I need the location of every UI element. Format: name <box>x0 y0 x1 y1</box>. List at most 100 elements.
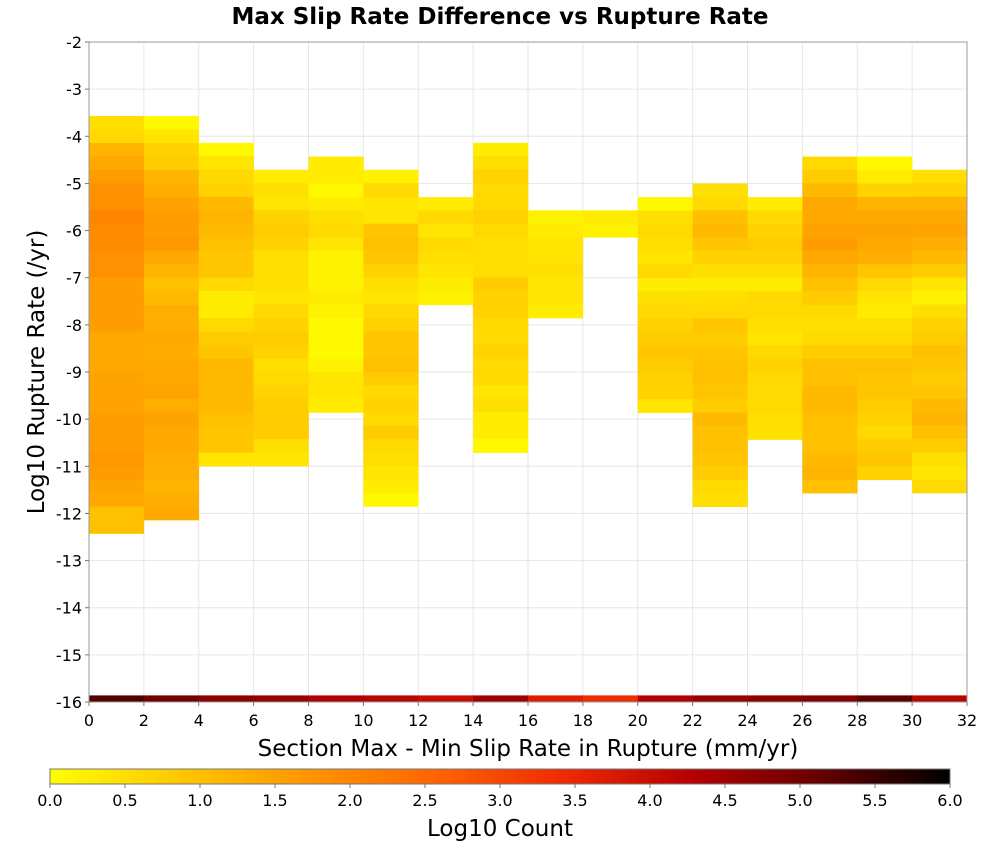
heatmap-cell <box>693 305 748 319</box>
heatmap-cell <box>144 116 199 130</box>
heatmap-cell <box>254 453 309 467</box>
x-tick-label: 26 <box>792 711 812 730</box>
colorbar <box>50 769 950 784</box>
heatmap-cell <box>89 332 144 346</box>
y-tick-label: -10 <box>56 410 82 429</box>
x-tick-label: 24 <box>737 711 757 730</box>
heatmap-cell <box>199 251 254 265</box>
heatmap-cell <box>802 695 857 702</box>
heatmap-cell <box>254 331 309 345</box>
y-tick-label: -7 <box>66 269 82 288</box>
heatmap-cell <box>528 278 583 292</box>
heatmap-cell <box>528 695 583 702</box>
heatmap-cell <box>254 224 309 238</box>
heatmap-cell <box>418 278 473 292</box>
heatmap-cell <box>144 399 199 413</box>
heatmap-cell <box>418 264 473 278</box>
heatmap-cell <box>638 278 693 292</box>
heatmap-cell <box>693 197 748 211</box>
colorbar-tick-label: 6.0 <box>937 791 962 810</box>
heatmap-cell <box>418 224 473 238</box>
heatmap-cell <box>309 224 364 238</box>
heatmap-cell <box>912 399 967 413</box>
y-tick-label: -12 <box>56 504 82 523</box>
heatmap-cell <box>254 251 309 265</box>
heatmap-cell <box>363 493 418 507</box>
heatmap-cell <box>473 305 528 319</box>
heatmap-cell <box>254 210 309 224</box>
x-tick-label: 2 <box>139 711 149 730</box>
heatmap-cell <box>473 695 528 702</box>
heatmap-cell <box>857 439 912 453</box>
heatmap-cell <box>254 183 309 197</box>
heatmap-cell <box>748 399 803 413</box>
heatmap-cell <box>912 372 967 386</box>
x-tick-label: 18 <box>573 711 593 730</box>
heatmap-cell <box>473 224 528 238</box>
heatmap-cell <box>528 291 583 305</box>
x-tick-label: 28 <box>847 711 867 730</box>
heatmap-cell <box>309 278 364 292</box>
heatmap-cell <box>748 318 803 332</box>
heatmap-cell <box>802 426 857 440</box>
heatmap-cell <box>309 332 364 346</box>
heatmap-cell <box>802 237 857 251</box>
heatmap-cell <box>199 197 254 211</box>
heatmap-cell <box>748 197 803 211</box>
heatmap-cell <box>802 480 857 494</box>
heatmap-cell <box>89 466 144 480</box>
heatmap-cell <box>912 291 967 305</box>
heatmap-cell <box>912 480 967 494</box>
heatmap-cell <box>144 129 199 143</box>
heatmap-cell <box>144 210 199 224</box>
colorbar-label: Log10 Count <box>427 816 573 842</box>
heatmap-cell <box>912 439 967 453</box>
heatmap-cell <box>802 386 857 400</box>
heatmap-cell <box>199 385 254 399</box>
heatmap-cell <box>802 183 857 197</box>
heatmap-cell <box>309 318 364 332</box>
heatmap-cell <box>144 412 199 426</box>
heatmap-cell <box>144 695 199 702</box>
heatmap-cell <box>89 183 144 197</box>
heatmap-cell <box>473 197 528 211</box>
heatmap-cell <box>144 480 199 494</box>
heatmap-cell <box>912 345 967 359</box>
heatmap-cell <box>802 466 857 480</box>
heatmap-cell <box>802 197 857 211</box>
heatmap-cell <box>857 305 912 319</box>
heatmap-cell <box>748 251 803 265</box>
heatmap-cell <box>363 439 418 453</box>
heatmap-cell <box>693 345 748 359</box>
heatmap-cell <box>693 493 748 507</box>
heatmap-cell <box>89 210 144 224</box>
heatmap-cell <box>638 211 693 225</box>
heatmap-cell <box>473 385 528 399</box>
heatmap-cell <box>199 345 254 359</box>
y-tick-label: -9 <box>66 363 82 382</box>
heatmap-cell <box>418 238 473 252</box>
heatmap-cell <box>857 224 912 238</box>
heatmap-cell <box>309 210 364 224</box>
heatmap-cell <box>144 251 199 265</box>
heatmap-cell <box>802 412 857 426</box>
heatmap-cell <box>363 237 418 251</box>
heatmap-cell <box>254 278 309 292</box>
heatmap-cell <box>89 439 144 453</box>
heatmap-cell <box>693 385 748 399</box>
heatmap-cell <box>473 210 528 224</box>
colorbar-tick-label: 3.0 <box>487 791 512 810</box>
heatmap-cell <box>693 318 748 332</box>
heatmap-cell <box>418 211 473 225</box>
heatmap-cell <box>802 359 857 373</box>
heatmap-cell <box>473 412 528 426</box>
colorbar-tick-label: 2.5 <box>412 791 437 810</box>
heatmap-cell <box>363 358 418 372</box>
heatmap-cell <box>693 466 748 480</box>
x-axis-label: Section Max - Min Slip Rate in Rupture (… <box>258 736 799 762</box>
heatmap-cell <box>912 183 967 197</box>
heatmap-cell <box>748 426 803 440</box>
heatmap-cell <box>802 372 857 386</box>
heatmap-cell <box>309 183 364 197</box>
heatmap-cell <box>857 359 912 373</box>
